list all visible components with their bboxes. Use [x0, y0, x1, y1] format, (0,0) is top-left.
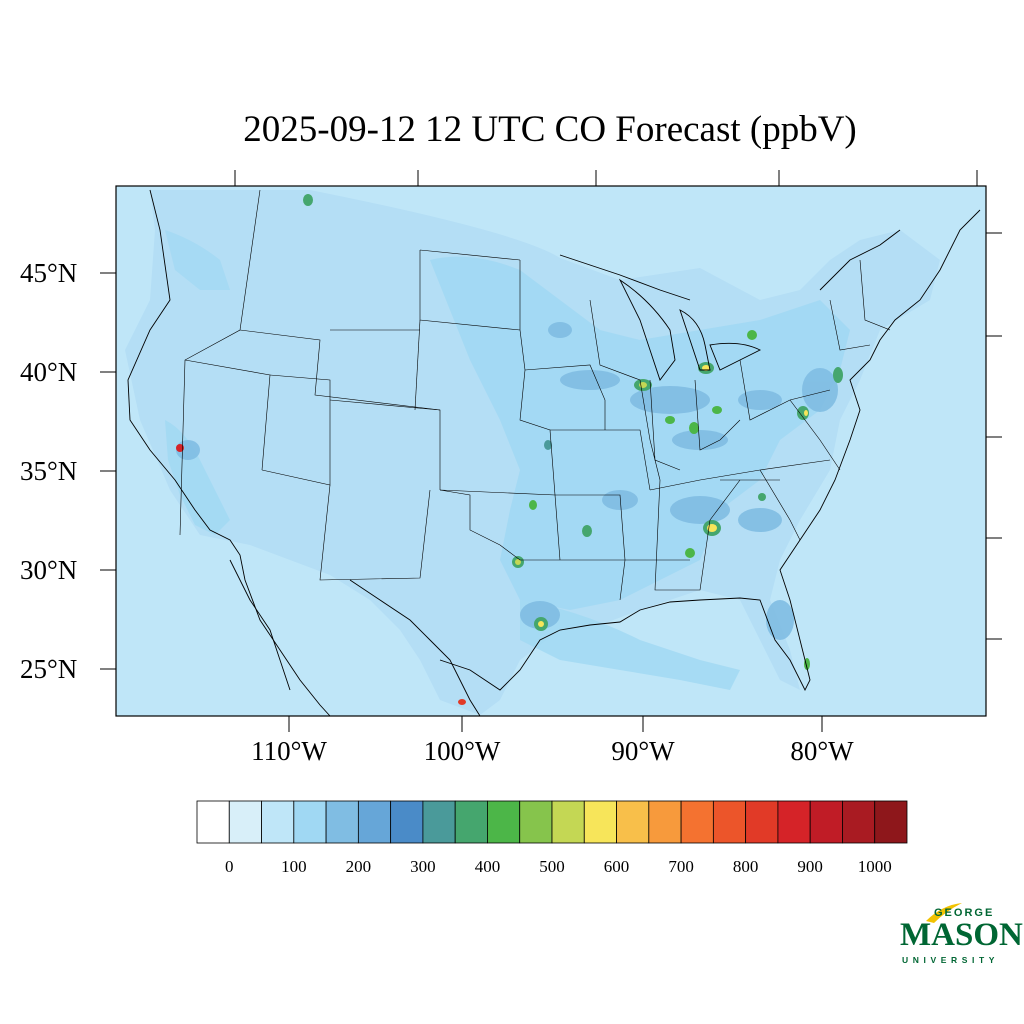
colorbar-swatch — [454, 800, 488, 844]
lat-label-25: 25°N — [20, 654, 78, 684]
logo-swoosh-icon — [926, 903, 962, 923]
colorbar-swatch — [228, 800, 262, 844]
colorbar-swatch — [390, 800, 424, 844]
logo-university: UNIVERSITY — [902, 955, 1000, 965]
colorbar-label: 1000 — [857, 857, 892, 876]
state-borders — [179, 189, 891, 601]
co-moderate-areas — [176, 322, 838, 640]
colorbar-swatch — [712, 800, 747, 844]
colorbar-swatch — [874, 800, 908, 844]
colorbar-swatch — [583, 800, 617, 844]
lat-label-45: 45°N — [20, 258, 78, 288]
colorbar — [196, 800, 908, 844]
colorbar-swatch — [809, 800, 843, 844]
axis-ticks — [100, 170, 1002, 732]
lon-label-110w: 110°W — [251, 736, 327, 766]
map-frame — [115, 185, 987, 717]
colorbar-label: 300 — [410, 857, 436, 876]
colorbar-label: 800 — [732, 857, 759, 876]
colorbar-label: 900 — [797, 857, 823, 876]
colorbar-label: 400 — [474, 857, 501, 876]
colorbar-swatch — [745, 800, 779, 844]
co-forecast-map — [100, 170, 1002, 732]
gmu-logo: GEORGE MASON UNIVERSITY — [896, 903, 1023, 967]
colorbar-swatch — [777, 800, 811, 844]
colorbar-swatch — [519, 800, 553, 844]
colorbar-label: 600 — [603, 857, 630, 876]
colorbar-label: 500 — [539, 857, 565, 876]
colorbar-swatch — [842, 800, 876, 844]
lat-label-35: 35°N — [20, 456, 78, 486]
colorbar-swatch — [680, 800, 714, 844]
colorbar-swatch — [357, 800, 392, 844]
colorbar-swatch — [648, 800, 682, 844]
lat-label-40: 40°N — [20, 357, 78, 387]
coastlines — [127, 189, 981, 717]
colorbar-label: 200 — [345, 857, 372, 876]
co-hotspots — [176, 194, 843, 705]
map-title: 2025-09-12 12 UTC CO Forecast (ppbV) — [243, 109, 857, 150]
colorbar-swatch — [325, 800, 359, 844]
colorbar-label: 700 — [668, 857, 694, 876]
colorbar-label: 0 — [225, 857, 234, 876]
colorbar-swatch — [487, 800, 521, 844]
colorbar-swatch — [261, 800, 295, 844]
co-plume-gulf — [520, 600, 740, 690]
colorbar-swatch — [422, 800, 456, 844]
colorbar-swatch — [551, 800, 585, 844]
co-plume-northwest — [165, 230, 230, 290]
logo-mason: MASON — [900, 917, 1023, 953]
colorbar-label: 100 — [281, 857, 307, 876]
colorbar-swatch — [293, 800, 327, 844]
colorbar-swatch — [196, 800, 230, 844]
colorbar-swatch — [616, 800, 650, 844]
lon-label-100w: 100°W — [423, 736, 501, 766]
lon-label-80w: 80°W — [790, 736, 854, 766]
logo-george: GEORGE — [934, 907, 995, 919]
lon-label-90w: 90°W — [611, 736, 675, 766]
lat-label-30: 30°N — [20, 555, 78, 585]
